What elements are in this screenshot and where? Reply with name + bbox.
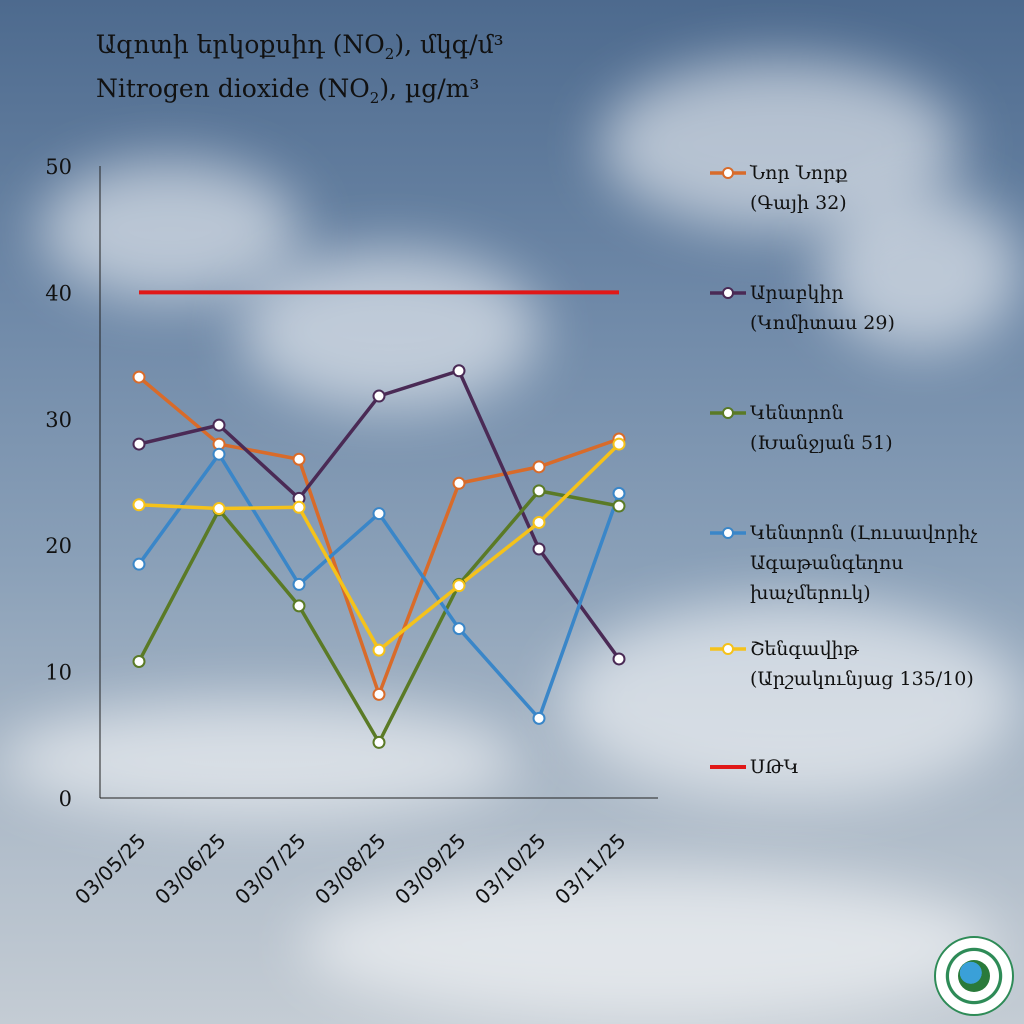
series-line [138,442,621,652]
y-tick-label: 20 [45,534,72,558]
data-point [372,687,386,701]
data-point [132,557,146,571]
legend-swatch-marker [722,643,734,655]
legend-swatch [710,287,746,299]
legend-label: (Խանջյան 51) [750,432,893,454]
legend-swatch-marker [722,167,734,179]
cloud-decoration [0,700,520,820]
data-point [292,500,306,514]
legend-swatch [710,527,746,539]
legend-label: Նոր Նորք [750,162,848,184]
data-point [452,622,466,636]
title-am-units: ), մկգ/մ³ [394,30,504,59]
title-en-subscript: 2 [369,89,380,107]
cloud-decoration [240,250,540,410]
title-en-units: ), µg/m³ [379,74,480,103]
x-tick-label: 03/11/25 [550,829,630,909]
legend-swatch-marker [722,407,734,419]
x-tick-label: 03/08/25 [310,829,390,909]
legend-label: Ագաթանգեղոս [750,552,904,574]
legend-label: (Գայի 32) [750,192,847,214]
data-point [532,515,546,529]
legend-item: Կենտրոն (Խանջյան 51) [710,398,893,458]
data-point [132,437,146,451]
cloud-decoration [300,870,1000,1020]
data-point [532,711,546,725]
legend-item: Նոր Նորք (Գայի 32) [710,158,847,218]
legend-item: Շենգավիթ (Արշակունյաց 135/10) [710,634,974,694]
legend-swatch-marker [722,287,734,299]
data-point [372,507,386,521]
legend-label: ՍԹԿ [750,756,799,778]
data-point [132,498,146,512]
data-point [532,542,546,556]
data-point [612,499,626,513]
x-tick-label: 03/06/25 [150,829,230,909]
legend-swatch [710,407,746,419]
organization-logo [934,936,1014,1016]
x-tick-label: 03/09/25 [390,829,470,909]
data-point [452,364,466,378]
data-point [292,577,306,591]
data-point [452,476,466,490]
y-tick-label: 40 [45,281,72,305]
data-point [532,484,546,498]
data-point [292,452,306,466]
data-point [212,447,226,461]
chart-title-armenian: Ազոտի երկօքսիդ (NO2), մկգ/մ³ [96,30,504,63]
data-point [212,502,226,516]
legend-swatch [710,765,746,769]
legend-label: (Կոմիտաս 29) [750,312,895,334]
x-tick-label: 03/10/25 [470,829,550,909]
title-en-text: Nitrogen dioxide (NO [96,74,370,103]
y-tick-label: 50 [45,155,72,179]
data-point [372,735,386,749]
legend-label: Կենտրոն (Լուսավորիչ [750,522,978,544]
data-point [132,370,146,384]
data-point [532,460,546,474]
series-line [137,489,620,745]
data-point [612,437,626,451]
data-point [452,579,466,593]
legend-label: Շենգավիթ [750,638,859,660]
logo-emblem [958,960,990,992]
data-point [612,652,626,666]
legend-label: Արաբկիր [750,282,844,304]
legend-item: Արաբկիր (Կոմիտաս 29) [710,278,895,338]
legend-item: ՍԹԿ [710,752,799,782]
legend-swatch-marker [722,527,734,539]
data-point [132,654,146,668]
x-tick-label: 03/05/25 [70,829,150,909]
cloud-decoration [40,160,300,300]
x-tick-label: 03/07/25 [230,829,310,909]
y-tick-label: 10 [45,661,72,685]
data-point [612,486,626,500]
cloud-decoration [560,600,1020,800]
title-am-subscript: 2 [384,45,395,63]
y-tick-label: 30 [45,408,72,432]
legend-label: Կենտրոն [750,402,844,424]
title-am-text: Ազոտի երկօքսիդ (NO [96,30,385,59]
legend-item: Կենտրոն (Լուսավորիչ Ագաթանգեղոս խաչմերուկ) [710,518,977,608]
y-tick-label: 0 [59,787,72,811]
data-point [212,418,226,432]
legend-label: խաչմերուկ) [750,582,871,604]
cloud-decoration [820,190,1020,350]
legend-swatch [710,643,746,655]
data-point [372,389,386,403]
data-point [292,599,306,613]
legend-label: (Արշակունյաց 135/10) [750,668,974,690]
data-point [372,643,386,657]
legend-swatch [710,167,746,179]
chart-title-english: Nitrogen dioxide (NO2), µg/m³ [96,74,479,107]
